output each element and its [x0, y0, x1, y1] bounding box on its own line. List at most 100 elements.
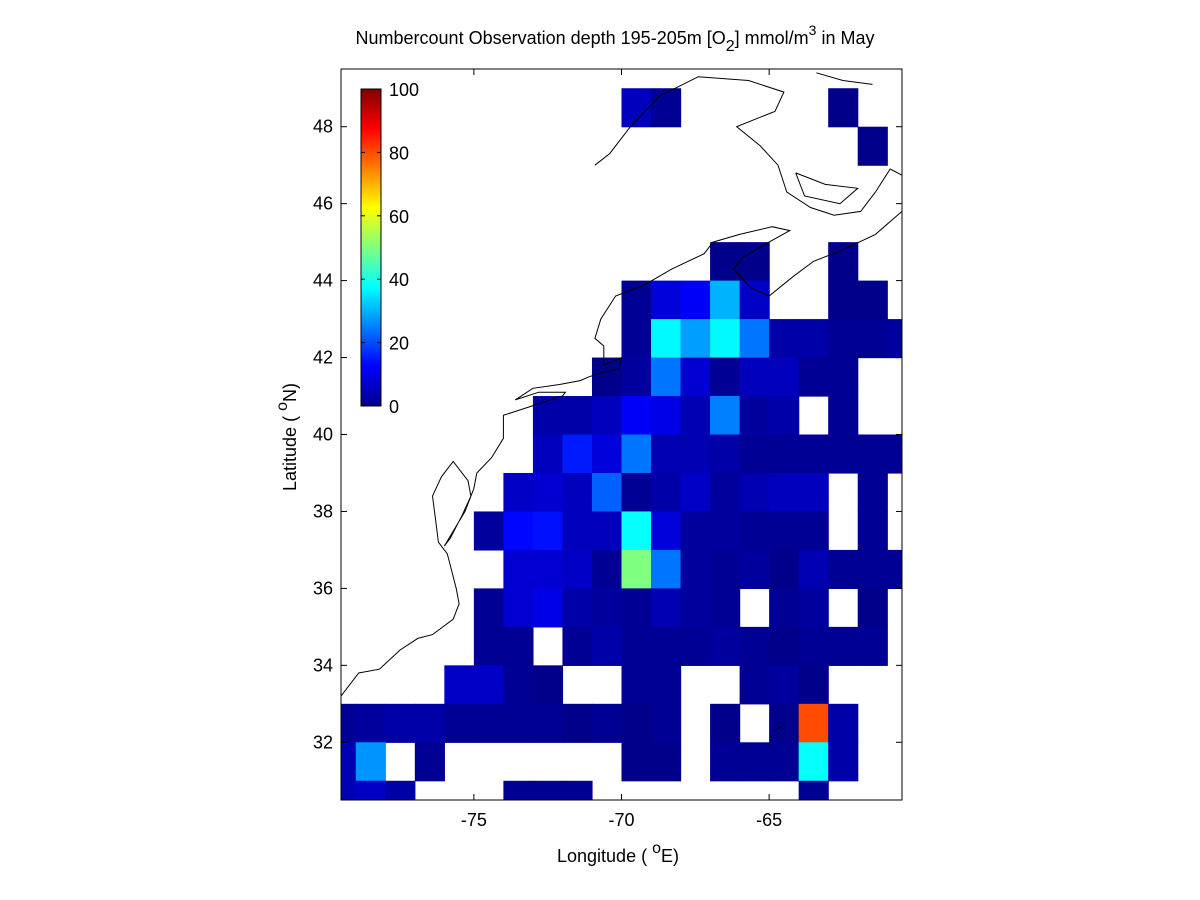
heatmap-cells [341, 88, 947, 800]
heatmap-cell [562, 588, 593, 628]
heatmap-cell [739, 626, 770, 666]
heatmap-cell [680, 588, 711, 628]
heatmap-cell [857, 126, 888, 166]
y-tick-label: 36 [313, 578, 333, 598]
heatmap-cell [651, 357, 682, 397]
heatmap-cell [857, 511, 888, 551]
y-axis-ticks: 32 34 36 38 40 42 44 46 48 [313, 117, 902, 752]
heatmap-cell [828, 357, 859, 397]
heatmap-cell [798, 780, 829, 800]
heatmap-cell [532, 472, 564, 513]
heatmap-cell [562, 511, 593, 551]
heatmap-cell [739, 242, 770, 282]
heatmap-cell [739, 319, 770, 359]
heatmap-cell [651, 511, 682, 551]
heatmap-cell [828, 549, 859, 589]
y-tick-label: 34 [313, 655, 333, 675]
heatmap-cell [591, 511, 623, 551]
heatmap-cell [591, 626, 623, 666]
coastline-path [795, 172, 859, 205]
heatmap-cell [591, 588, 623, 628]
heatmap-cell [857, 472, 888, 513]
heatmap-cell [710, 511, 741, 551]
heatmap-cell [591, 472, 623, 513]
heatmap-cell [621, 742, 652, 782]
coastline [341, 72, 902, 732]
heatmap-cell [710, 434, 741, 474]
heatmap-cell [769, 665, 800, 705]
heatmap-cell [621, 319, 652, 359]
heatmap-cell [680, 511, 711, 551]
heatmap-cell [680, 549, 711, 589]
colorbar [360, 88, 382, 407]
heatmap-cell [341, 703, 357, 743]
heatmap-cell [621, 626, 652, 666]
heatmap-cell [651, 396, 682, 436]
heatmap-cell [828, 280, 859, 320]
heatmap-cell [651, 549, 682, 589]
heatmap-cell [769, 703, 800, 743]
x-tick-label: -65 [756, 810, 782, 830]
heatmap-cell [680, 280, 711, 320]
heatmap-cell [503, 665, 534, 705]
heatmap-cell [710, 549, 741, 589]
heatmap-cell [769, 511, 800, 551]
heatmap-cell [828, 319, 859, 359]
heatmap-cell [355, 742, 386, 782]
heatmap-cell [503, 511, 534, 551]
heatmap-cell [473, 665, 504, 705]
heatmap-cell [710, 357, 741, 397]
heatmap-cell [769, 319, 800, 359]
heatmap-cell [680, 626, 711, 666]
heatmap-cell [621, 588, 652, 628]
heatmap-cell [621, 511, 652, 551]
colorbar-tick-label: 20 [389, 334, 409, 354]
heatmap-cell [651, 626, 682, 666]
heatmap-cell [680, 357, 711, 397]
y-tick-label: 42 [313, 348, 333, 368]
heatmap-cell [857, 549, 888, 589]
heatmap-cell [798, 626, 829, 666]
heatmap-cell [710, 626, 741, 666]
heatmap-cell [591, 703, 623, 743]
coastline-path [774, 726, 782, 732]
heatmap-cell [917, 550, 947, 589]
heatmap-cell [621, 472, 652, 513]
chart-title: Numbercount Observation depth 195-205m [… [356, 22, 875, 55]
heatmap-cell [473, 626, 504, 666]
heatmap-cell [828, 242, 859, 282]
heatmap-cell [710, 242, 741, 282]
heatmap-cell [562, 396, 593, 436]
y-axis-label: Latitude ( oN) [274, 383, 300, 491]
heatmap-cell [828, 396, 859, 436]
x-axis-label: Longitude ( oE) [557, 840, 679, 866]
heatmap-cell [798, 511, 829, 551]
heatmap-cell [917, 319, 947, 358]
heatmap-cell [769, 472, 800, 513]
heatmap-cell [651, 434, 682, 474]
heatmap-cell [769, 549, 800, 589]
heatmap-cell [444, 703, 475, 743]
heatmap-cell [621, 280, 652, 320]
heatmap-cell [562, 472, 593, 513]
heatmap-cell [798, 549, 829, 589]
heatmap-cell [385, 703, 416, 743]
heatmap-cell [651, 88, 682, 128]
heatmap-cell [621, 549, 652, 589]
heatmap-cell [651, 703, 682, 743]
heatmap-cell [857, 434, 888, 474]
heatmap-cell [917, 588, 947, 627]
heatmap-cell [591, 549, 623, 589]
heatmap-cell [621, 665, 652, 705]
heatmap-cell [591, 396, 623, 436]
heatmap-cell [680, 319, 711, 359]
colorbar-tick-label: 80 [389, 143, 409, 163]
heatmap-cell [828, 88, 859, 128]
heatmap-cell [828, 703, 859, 743]
heatmap-cell [739, 549, 770, 589]
heatmap-cell [532, 511, 564, 551]
heatmap-cell [651, 280, 682, 320]
heatmap-cell [532, 549, 564, 589]
colorbar-tick-label: 40 [389, 270, 409, 290]
